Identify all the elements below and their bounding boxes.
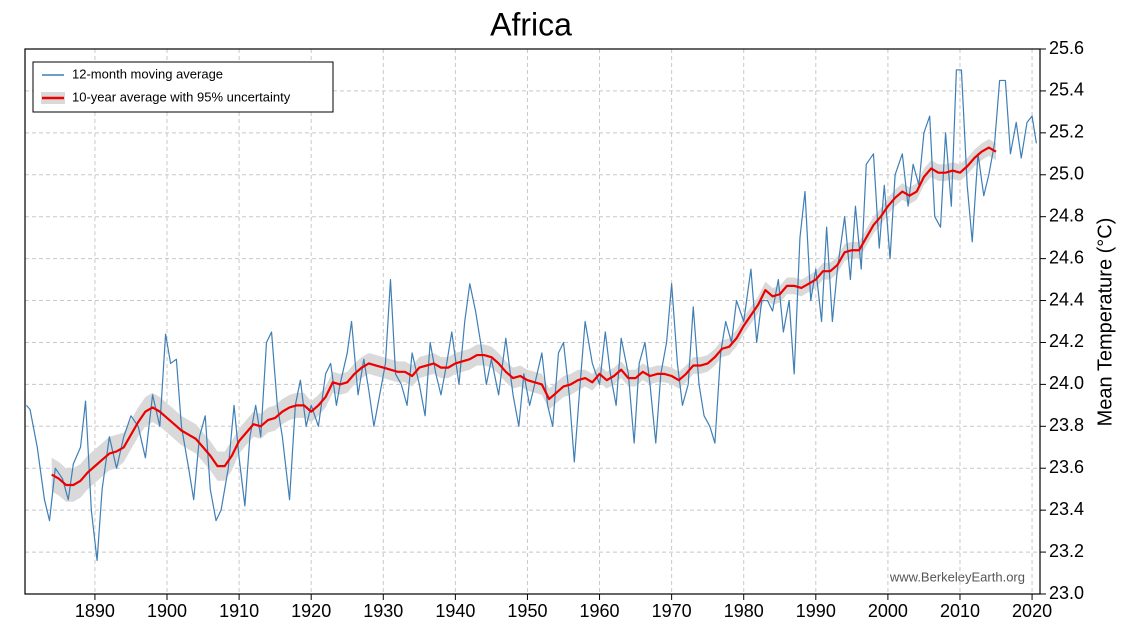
x-tick-label: 1950 (507, 601, 547, 621)
y-tick-label: 23.0 (1049, 583, 1084, 603)
y-tick-label: 24.2 (1049, 331, 1084, 351)
x-tick-label: 1890 (75, 601, 115, 621)
legend-box (32, 61, 334, 113)
x-tick-label: 1990 (796, 601, 836, 621)
x-tick-label: 1940 (435, 601, 475, 621)
x-tick-label: 2000 (868, 601, 908, 621)
legend-label: 12-month moving average (72, 66, 223, 81)
y-tick-label: 24.8 (1049, 205, 1084, 225)
x-tick-label: 1900 (147, 601, 187, 621)
y-tick-label: 23.8 (1049, 415, 1084, 435)
y-tick-label: 25.0 (1049, 164, 1084, 184)
legend: 12-month moving average 10-year average w… (32, 61, 334, 113)
y-tick-label: 25.4 (1049, 80, 1084, 100)
x-tick-label: 1920 (291, 601, 331, 621)
y-tick-label: 25.6 (1049, 38, 1084, 58)
legend-label: 10-year average with 95% uncertainty (72, 89, 291, 104)
x-tick-label: 1970 (652, 601, 692, 621)
uncertainty-band (51, 139, 997, 502)
y-tick-label: 23.6 (1049, 457, 1084, 477)
y-tick-label: 23.2 (1049, 541, 1084, 561)
y-tick-label: 24.6 (1049, 247, 1084, 267)
y-tick-label: 24.0 (1049, 373, 1084, 393)
watermark: www.BerkeleyEarth.org (889, 569, 1025, 584)
y-axis-label: Mean Temperature (°C) (1094, 218, 1116, 427)
x-tick-label: 1960 (580, 601, 620, 621)
x-tick-label: 2020 (1012, 601, 1052, 621)
x-tick-label: 1980 (724, 601, 764, 621)
y-tick-label: 25.2 (1049, 122, 1084, 142)
x-tick-label: 1910 (219, 601, 259, 621)
x-tick-label: 1930 (363, 601, 403, 621)
y-tick-label: 23.4 (1049, 499, 1084, 519)
chart-title: Africa (490, 6, 572, 42)
y-tick-label: 24.4 (1049, 289, 1084, 309)
plot-area: 23.0 23.2 23.4 23.6 23.8 24.0 24.2 24.4 24.6 24.8… (24, 38, 1084, 621)
decade-average-line (51, 146, 997, 487)
plot-frame (24, 48, 1041, 595)
x-tick-label: 2010 (940, 601, 980, 621)
